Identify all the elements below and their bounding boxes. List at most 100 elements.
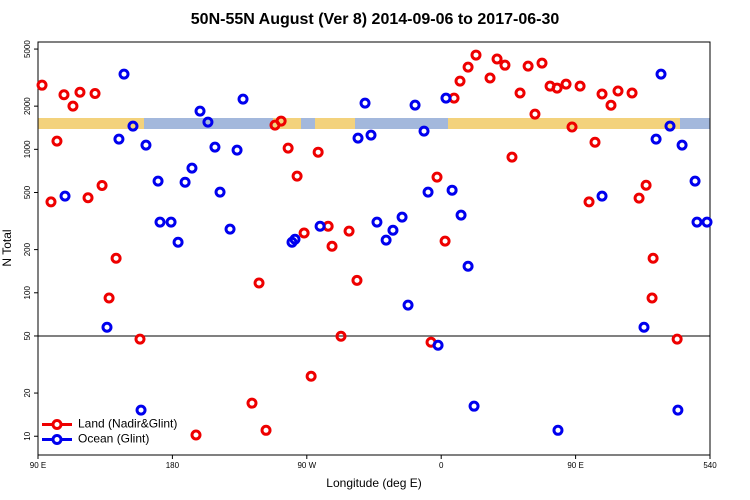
data-point: [214, 186, 226, 198]
data-point: [51, 135, 63, 147]
data-point: [701, 216, 713, 228]
data-point: [246, 397, 258, 409]
data-point: [165, 216, 177, 228]
data-point: [45, 196, 57, 208]
data-point: [387, 224, 399, 236]
y-tick-label: 500: [23, 185, 32, 199]
data-point: [468, 400, 480, 412]
data-point: [560, 78, 572, 90]
data-point: [237, 93, 249, 105]
data-point: [514, 87, 526, 99]
x-tick-label: 90 E: [30, 461, 46, 470]
plot-frame: [37, 41, 711, 456]
data-point: [455, 209, 467, 221]
data-point: [605, 99, 617, 111]
data-point: [552, 424, 564, 436]
data-point: [231, 144, 243, 156]
legend-marker: [51, 419, 63, 430]
data-point: [118, 68, 130, 80]
data-point: [506, 151, 518, 163]
data-point: [96, 179, 108, 191]
data-point: [59, 190, 71, 202]
y-tick-label: 2000: [23, 97, 32, 115]
legend-label: Land (Nadir&Glint): [78, 417, 177, 431]
data-point: [351, 274, 363, 286]
data-point: [529, 108, 541, 120]
y-tick-label: 100: [23, 286, 32, 300]
data-point: [536, 57, 548, 69]
data-point: [432, 339, 444, 351]
data-point: [440, 92, 452, 104]
data-point: [89, 88, 101, 100]
data-point: [470, 49, 482, 61]
y-tick-label: 200: [23, 242, 32, 256]
surface-mask-band: [38, 118, 710, 129]
data-point: [127, 120, 139, 132]
data-point: [446, 184, 458, 196]
data-point: [134, 333, 146, 345]
data-point: [154, 216, 166, 228]
data-point: [612, 85, 624, 97]
data-point: [359, 97, 371, 109]
data-point: [224, 223, 236, 235]
data-point: [36, 79, 48, 91]
x-tick-label: 90 W: [297, 461, 316, 470]
data-point: [298, 227, 310, 239]
data-point: [646, 292, 658, 304]
data-point: [499, 59, 511, 71]
chart-title: 50N-55N August (Ver 8) 2014-09-06 to 201…: [191, 11, 560, 28]
y-tick-label: 20: [23, 388, 32, 397]
data-point: [74, 86, 86, 98]
data-point: [402, 299, 414, 311]
legend-label: Ocean (Glint): [78, 432, 149, 446]
data-point: [135, 404, 147, 416]
data-point: [462, 260, 474, 272]
x-tick-label: 0: [439, 461, 444, 470]
data-point: [314, 220, 326, 232]
data-point: [626, 87, 638, 99]
data-point: [566, 121, 578, 133]
data-point: [312, 146, 324, 158]
data-point: [58, 89, 70, 101]
data-point: [67, 100, 79, 112]
legend-marker: [51, 434, 63, 445]
data-point: [439, 235, 451, 247]
data-point: [647, 252, 659, 264]
data-point: [140, 139, 152, 151]
ocean-band: [38, 118, 710, 129]
data-point: [291, 170, 303, 182]
data-point: [418, 125, 430, 137]
data-point: [589, 136, 601, 148]
data-point: [103, 292, 115, 304]
data-point: [491, 53, 503, 65]
data-point: [209, 141, 221, 153]
x-tick-label: 540: [703, 461, 717, 470]
land-band: [448, 118, 680, 129]
y-axis-label: N Total: [0, 229, 14, 266]
y-tick-label: 50: [23, 331, 32, 340]
x-tick-label: 180: [166, 461, 180, 470]
data-point: [326, 240, 338, 252]
data-point: [574, 80, 586, 92]
data-point: [462, 61, 474, 73]
data-point: [190, 429, 202, 441]
data-point: [365, 129, 377, 141]
data-point: [343, 225, 355, 237]
data-point: [522, 60, 534, 72]
data-point: [194, 105, 206, 117]
data-point: [380, 234, 392, 246]
data-point: [689, 175, 701, 187]
data-point: [202, 116, 214, 128]
data-point: [275, 115, 287, 127]
data-point: [454, 75, 466, 87]
land-band: [315, 118, 355, 129]
data-point: [305, 370, 317, 382]
data-point: [422, 186, 434, 198]
data-point: [655, 68, 667, 80]
y-tick-label: 10: [23, 431, 32, 440]
data-point: [289, 233, 301, 245]
data-point: [409, 99, 421, 111]
y-tick-label: 1000: [23, 140, 32, 158]
